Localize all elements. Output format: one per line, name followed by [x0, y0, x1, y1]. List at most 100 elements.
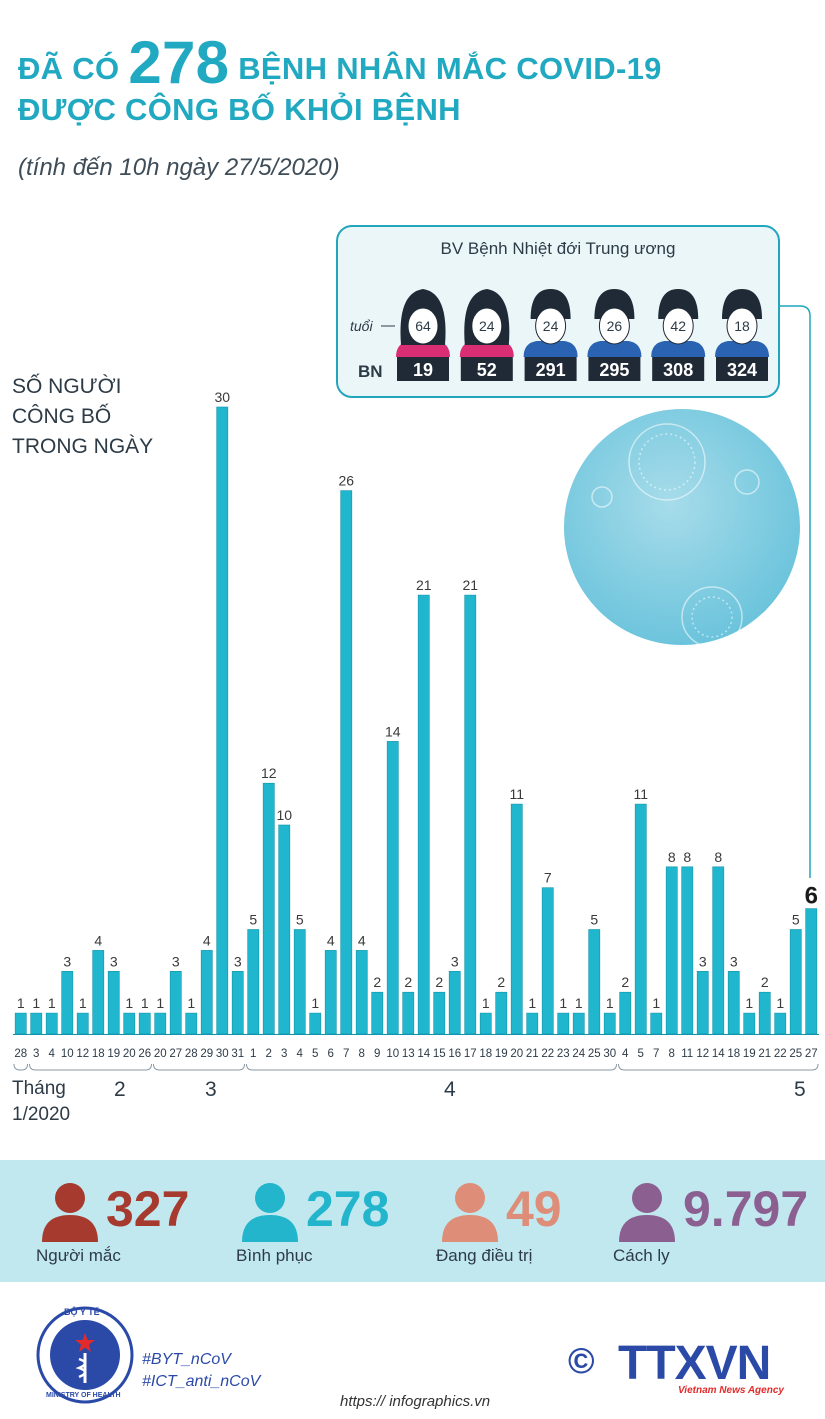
- bar-value-label: 1: [17, 995, 25, 1011]
- x-tick-label: 7: [343, 1048, 349, 1060]
- patient-id-box: [524, 357, 577, 381]
- x-tick-label: 21: [526, 1048, 539, 1060]
- bar-chart: 1281314310112418319120126120327128429303…: [13, 389, 819, 1071]
- stat-treating-label: Đang điều trị: [436, 1246, 533, 1265]
- x-tick-label: 6: [328, 1048, 334, 1060]
- x-tick-label: 4: [49, 1048, 56, 1060]
- patient-body: [651, 341, 706, 357]
- bar: [45, 1012, 58, 1035]
- patient-body: [523, 341, 578, 357]
- patient-id-box: [397, 357, 449, 381]
- seal-text-bottom: MINISTRY OF HEALTH: [46, 1392, 121, 1399]
- person-icon: [242, 1183, 298, 1242]
- person-icon: [442, 1183, 498, 1242]
- face-mask-icon: [407, 307, 439, 345]
- person-icon: [619, 1183, 675, 1242]
- x-tick-label: 28: [185, 1048, 198, 1060]
- bar-value-label: 1: [559, 995, 567, 1011]
- bar-value-label: 2: [373, 974, 381, 990]
- x-tick-label: 18: [727, 1048, 740, 1060]
- footer-url[interactable]: https:// infographics.vn: [340, 1393, 491, 1410]
- virus-particles: [591, 423, 760, 647]
- x-tick-label: 20: [510, 1048, 523, 1060]
- hashtag-ict[interactable]: #ICT_anti_nCoV: [142, 1373, 261, 1390]
- bar: [324, 950, 337, 1035]
- bar-value-label: 3: [730, 953, 738, 969]
- title-suffix: BỆNH NHÂN MẮC COVID-19: [238, 51, 662, 86]
- x-tick-label: 22: [774, 1048, 787, 1060]
- bar-value-label: 1: [528, 995, 536, 1011]
- bar-value-label: 1: [776, 995, 784, 1011]
- x-tick-label: 5: [312, 1048, 318, 1060]
- stats-band: 327 Người mắc 278 Bình phục 49 Đang điều…: [0, 1160, 825, 1282]
- bar: [386, 741, 399, 1035]
- bar-value-label: 1: [156, 995, 164, 1011]
- x-tick-label: 23: [557, 1048, 570, 1060]
- bar-value-label: 4: [358, 932, 366, 948]
- bar: [603, 1012, 616, 1035]
- patient-id: 52: [477, 360, 497, 380]
- hair-icon: [658, 289, 699, 319]
- bar-value-label: 5: [296, 912, 304, 928]
- x-tick-label: 16: [448, 1048, 461, 1060]
- bar: [634, 803, 647, 1035]
- x-tick-label: 13: [402, 1048, 415, 1060]
- title-prefix: ĐÃ CÓ: [18, 51, 120, 86]
- x-tick-label: 27: [169, 1048, 182, 1060]
- bar-value-label: 1: [48, 995, 56, 1011]
- month-bracket: [246, 1063, 617, 1071]
- bar: [526, 1012, 539, 1035]
- bar: [278, 824, 291, 1035]
- bar: [758, 991, 771, 1035]
- bar-value-label: 4: [203, 932, 211, 948]
- patient-id-box: [588, 357, 641, 381]
- title-line-2: ĐƯỢC CÔNG BỐ KHỎI BỆNH: [18, 92, 461, 127]
- patient-id: 291: [536, 360, 566, 380]
- hashtag-byt[interactable]: #BYT_nCoV: [142, 1351, 231, 1368]
- bar: [588, 929, 601, 1035]
- bar-value-label: 14: [385, 723, 401, 739]
- bar: [402, 991, 415, 1035]
- bar-value-label: 11: [509, 786, 524, 802]
- x-tick-label: 9: [374, 1048, 380, 1060]
- bar: [805, 908, 818, 1035]
- seal-text-top: BỘ Y TẾ: [64, 1307, 100, 1317]
- virus-illustration: [564, 409, 800, 647]
- x-tick-label: 28: [14, 1048, 27, 1060]
- x-tick-label: 2: [266, 1048, 272, 1060]
- bar: [541, 887, 554, 1035]
- month-bracket: [13, 1063, 28, 1071]
- x-tick-label: 26: [138, 1048, 151, 1060]
- bar: [650, 1012, 663, 1035]
- bar: [417, 594, 430, 1035]
- bar-value-label: 2: [404, 974, 412, 990]
- bar-value-label: 8: [714, 849, 722, 865]
- patient-age: 26: [607, 318, 623, 334]
- x-tick-label: 12: [696, 1048, 709, 1060]
- x-tick-label: 31: [231, 1048, 244, 1060]
- stat-quarantine-value: 9.797: [683, 1181, 809, 1237]
- bar-value-label: 3: [63, 953, 71, 969]
- hair-icon: [530, 289, 571, 319]
- x-tick-label: 18: [479, 1048, 492, 1060]
- ttxvn-subtitle: Vietnam News Agency: [678, 1385, 784, 1396]
- bar: [14, 1012, 27, 1035]
- title-number: 278: [128, 29, 230, 96]
- bar-value-label: 5: [249, 912, 257, 928]
- bar: [185, 1012, 198, 1035]
- bar: [154, 1012, 167, 1035]
- x-tick-label: 22: [541, 1048, 554, 1060]
- x-tick-label: 11: [681, 1048, 693, 1060]
- month-label-1a: Tháng: [12, 1078, 66, 1099]
- x-tick-label: 15: [433, 1048, 446, 1060]
- x-tick-label: 29: [200, 1048, 213, 1060]
- bar: [696, 970, 709, 1035]
- x-tick-label: 17: [464, 1048, 477, 1060]
- virus-sphere: [564, 409, 800, 645]
- month-label-2: 2: [114, 1078, 126, 1101]
- bar: [371, 991, 384, 1035]
- patient-id: 308: [663, 360, 693, 380]
- hospital-name: BV Bệnh Nhiệt đới Trung ương: [440, 239, 676, 258]
- face-mask-icon: [535, 307, 567, 345]
